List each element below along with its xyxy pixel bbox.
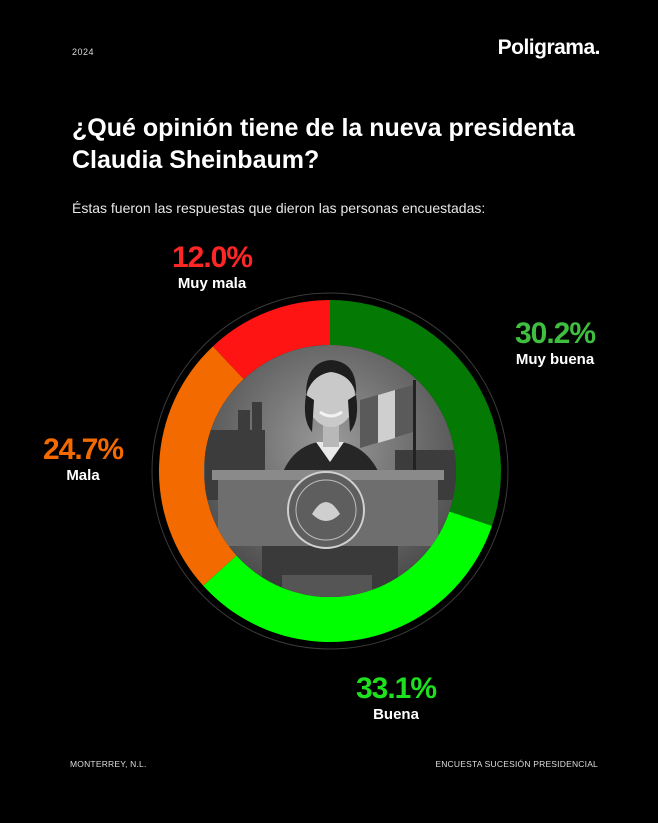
- outer-ring-outline: [151, 292, 509, 650]
- category-muy-buena: Muy buena: [515, 351, 595, 368]
- category-buena: Buena: [373, 706, 419, 723]
- brand-logo: Poligrama.: [497, 36, 601, 59]
- footer-location: MONTERREY, N.L.: [70, 759, 147, 769]
- slice-muy-buena: [330, 300, 501, 526]
- donut-slices: [158, 300, 501, 643]
- value-mala: 24.7%: [42, 433, 124, 466]
- slice-buena: [203, 511, 492, 643]
- value-buena: 33.1%: [355, 672, 437, 705]
- slice-mala: [158, 346, 244, 586]
- year-label: 2024: [72, 47, 95, 57]
- subtitle: Éstas fueron las respuestas que dieron l…: [72, 200, 486, 216]
- center-photo: [204, 345, 456, 597]
- category-muy-mala: Muy mala: [177, 275, 247, 292]
- value-muy-mala: 12.0%: [171, 241, 253, 274]
- label-mala: 24.7% Mala: [13, 434, 153, 486]
- page-title: ¿Qué opinión tiene de la nueva president…: [72, 114, 575, 174]
- footer-survey-name: ENCUESTA SUCESIÓN PRESIDENCIAL: [435, 759, 598, 769]
- value-muy-buena: 30.2%: [514, 317, 596, 350]
- label-muy-buena: 30.2% Muy buena: [485, 318, 625, 370]
- label-muy-mala: 12.0% Muy mala: [142, 242, 282, 294]
- label-buena: 33.1% Buena: [326, 673, 466, 725]
- slice-muy-mala: [212, 300, 330, 380]
- category-mala: Mala: [66, 467, 100, 484]
